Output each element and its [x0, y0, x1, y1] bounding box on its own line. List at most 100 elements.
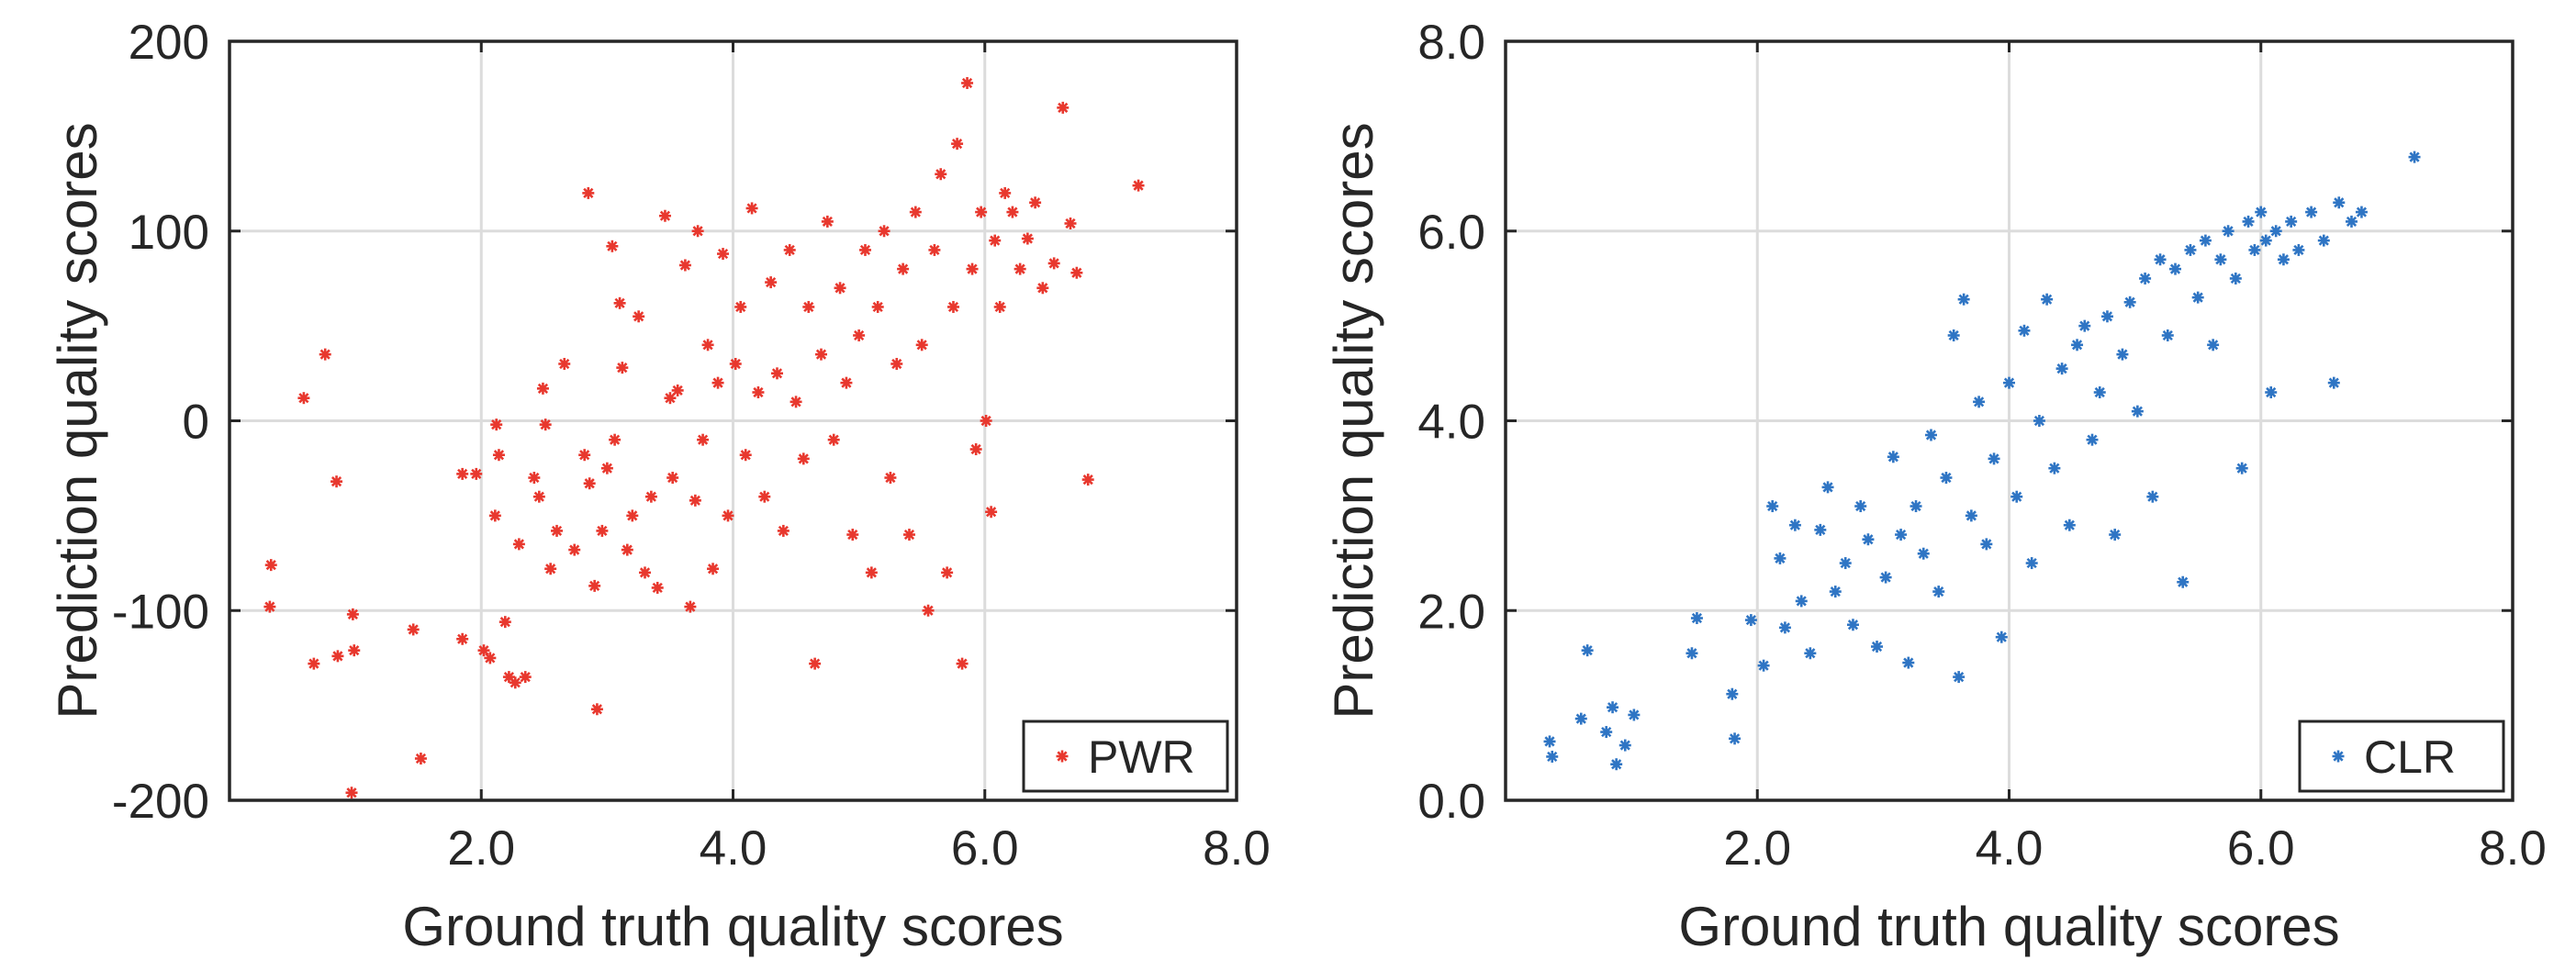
data-point [666, 472, 679, 485]
data-point [802, 300, 815, 313]
data-point [969, 443, 982, 456]
x-tick-label: 4.0 [700, 821, 767, 876]
data-point [840, 376, 853, 389]
data-point [1795, 595, 1808, 608]
data-point [2255, 206, 2268, 218]
data-point [2222, 225, 2234, 238]
data-point [484, 652, 497, 664]
y-tick-label: -100 [112, 585, 209, 639]
data-point [1574, 712, 1587, 725]
data-point [348, 644, 361, 657]
data-point [809, 657, 822, 670]
data-point [2169, 262, 2182, 275]
data-point [1932, 586, 1945, 598]
data-point [1581, 644, 1594, 657]
data-point [1839, 557, 1852, 570]
data-point [1774, 552, 1786, 564]
data-point [2055, 363, 2068, 375]
data-point [2010, 490, 2023, 503]
data-point [2025, 557, 2038, 570]
data-point [897, 262, 910, 275]
y-tick-label: 0 [183, 396, 209, 450]
data-point [2199, 234, 2212, 247]
x-tick-label: 2.0 [1723, 821, 1791, 876]
legend-label: CLR [2364, 731, 2456, 783]
data-point [2123, 296, 2136, 308]
data-point [765, 276, 778, 289]
legend-marker [1056, 750, 1069, 763]
data-point [985, 506, 998, 519]
data-point [2154, 253, 2167, 266]
data-point [2292, 243, 2305, 256]
data-point [1804, 647, 1817, 660]
data-point [539, 419, 552, 431]
data-point [664, 392, 677, 405]
data-point [456, 632, 469, 645]
legend-label: PWR [1088, 731, 1195, 783]
data-point [1070, 266, 1083, 279]
data-point [613, 296, 626, 309]
data-point [1854, 500, 1867, 513]
y-tick-label: 0.0 [1417, 775, 1485, 829]
data-point [297, 392, 310, 405]
data-point [2100, 310, 2113, 323]
data-point [544, 563, 557, 575]
data-point [941, 566, 954, 579]
data-point [1546, 750, 1559, 763]
data-point [922, 604, 935, 617]
data-point [1953, 671, 1966, 684]
legend-marker [2332, 750, 2345, 763]
data-point [1064, 217, 1077, 229]
data-point [633, 310, 645, 323]
data-point [1014, 262, 1026, 275]
data-point [1821, 481, 1834, 494]
data-point [797, 452, 810, 465]
data-point [308, 657, 320, 670]
data-point [582, 186, 595, 199]
data-point [1057, 101, 1070, 114]
data-point [1610, 758, 1623, 771]
data-point [928, 243, 941, 256]
data-point [691, 225, 704, 238]
data-point [821, 215, 834, 228]
data-point [2207, 339, 2220, 352]
data-point [1895, 529, 1908, 541]
data-point [1029, 196, 1042, 209]
data-point [961, 76, 974, 89]
data-point [456, 467, 469, 480]
data-point [621, 543, 633, 556]
data-point [578, 449, 591, 462]
data-point [2146, 490, 2159, 503]
data-point [2248, 243, 2261, 256]
data-point [600, 462, 613, 474]
series-pwr [263, 76, 1145, 799]
data-point [684, 600, 697, 613]
data-point [626, 509, 639, 522]
data-point [777, 524, 790, 537]
data-point [1036, 282, 1049, 295]
legend: CLR [2298, 720, 2505, 793]
data-point [345, 787, 358, 799]
data-point [814, 348, 827, 361]
data-point [319, 348, 331, 361]
x-tick-label: 6.0 [951, 821, 1019, 876]
data-point [264, 559, 277, 572]
x-axis-title: Ground truth quality scores [402, 896, 1063, 957]
data-point [1081, 474, 1094, 486]
data-point [1973, 396, 1986, 408]
x-tick-label: 4.0 [1976, 821, 2044, 876]
data-point [1814, 523, 1827, 536]
data-point [752, 385, 765, 398]
data-point [330, 475, 343, 488]
data-point [1902, 656, 1915, 669]
y-axis-title: Prediction quality scores [1323, 122, 1384, 719]
data-point [414, 753, 427, 765]
data-point [2229, 272, 2242, 285]
data-point [651, 581, 664, 594]
data-point [588, 579, 601, 592]
data-point [1618, 739, 1631, 752]
data-point [966, 262, 979, 275]
data-point [722, 509, 734, 522]
data-point [2109, 529, 2122, 541]
data-point [989, 234, 1002, 247]
